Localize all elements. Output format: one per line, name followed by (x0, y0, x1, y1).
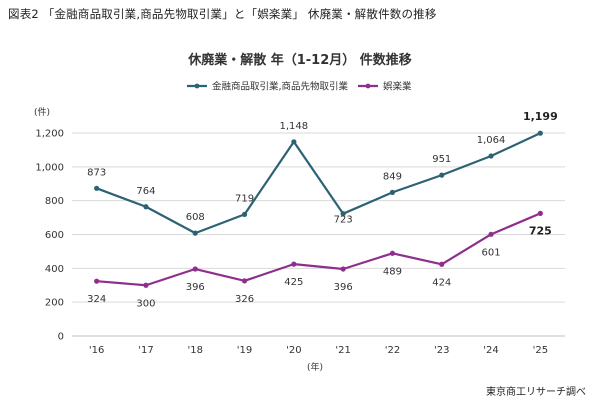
x-tick-label: '19 (237, 345, 252, 356)
data-label: 951 (432, 154, 451, 165)
y-axis-ticks: 0 200 400 600 800 1,000 1,200 (35, 129, 64, 343)
legend-marker (194, 83, 200, 89)
source-credit: 東京商工リサーチ調べ (486, 387, 586, 398)
data-point (94, 185, 100, 191)
y-axis-unit: (件) (34, 106, 50, 118)
grid (72, 132, 565, 337)
data-point (192, 266, 198, 272)
data-label: 324 (87, 294, 106, 305)
data-label: 723 (334, 215, 353, 226)
data-label: 300 (136, 298, 155, 309)
x-tick-label: '20 (286, 345, 301, 356)
data-point (488, 153, 494, 159)
y-tick-label: 200 (45, 298, 64, 309)
data-label: 396 (186, 282, 205, 293)
x-tick-label: '25 (533, 345, 548, 356)
data-label: 873 (87, 167, 106, 178)
legend-marker (365, 83, 371, 89)
data-label: 608 (186, 212, 205, 223)
series-points (94, 130, 543, 288)
data-point (143, 204, 149, 210)
data-point (537, 130, 543, 136)
data-label: 1,148 (280, 121, 309, 132)
data-label: 1,064 (477, 135, 506, 146)
legend-label: 娯楽業 (383, 81, 412, 93)
data-label: 849 (383, 171, 402, 182)
y-tick-label: 1,000 (35, 162, 64, 173)
x-axis-unit: (年) (307, 361, 323, 373)
data-point (537, 210, 543, 216)
data-label: 601 (482, 247, 501, 258)
x-tick-label: '23 (434, 345, 449, 356)
data-point (291, 139, 297, 145)
y-tick-label: 400 (45, 264, 64, 275)
legend: 金融商品取引業,商品先物取引業 娯楽業 (187, 81, 412, 93)
y-tick-label: 600 (45, 230, 64, 241)
x-tick-label: '17 (138, 345, 153, 356)
data-point (439, 261, 445, 267)
chart-title: 休廃業・解散 年（1-12月） 件数推移 (187, 52, 412, 68)
data-label: 764 (136, 186, 155, 197)
data-point (389, 189, 396, 195)
data-point (241, 278, 248, 284)
data-point (192, 230, 198, 236)
data-labels: 873 764 608 719 1,148 723 849 951 1,064 1,199 324 3… (87, 110, 558, 309)
data-label: 425 (284, 277, 303, 288)
x-tick-label: '22 (385, 345, 400, 356)
data-label: 396 (334, 282, 353, 293)
legend-label: 金融商品取引業,商品先物取引業 (212, 81, 349, 93)
data-point (488, 231, 494, 237)
x-tick-label: '16 (89, 345, 104, 356)
data-point (241, 211, 248, 217)
series-line-1 (96, 132, 541, 235)
data-label: 489 (383, 266, 402, 277)
data-label: 326 (235, 294, 254, 305)
series-line-2 (96, 212, 541, 287)
data-label: 1,199 (523, 110, 558, 123)
y-tick-label: 800 (45, 196, 64, 207)
y-tick-label: 0 (58, 332, 64, 343)
x-tick-label: '18 (188, 345, 203, 356)
y-tick-label: 1,200 (35, 129, 64, 140)
data-point (389, 250, 396, 256)
data-label: 725 (529, 224, 552, 237)
series-lines (96, 132, 541, 287)
data-label: 424 (432, 277, 451, 288)
figure-title: 図表2 「金融商品取引業,商品先物取引業」と「娯楽業」 休廃業・解散件数の推移 (8, 7, 437, 21)
data-point (291, 261, 297, 267)
data-point (143, 282, 149, 288)
x-axis-ticks: '16 '17 '18 '19 '20 '21 '22 '23 '24 '25 (89, 345, 548, 356)
data-point (94, 278, 100, 284)
data-point (340, 211, 346, 217)
x-tick-label: '21 (335, 345, 350, 356)
data-label: 719 (235, 193, 254, 204)
data-point (439, 172, 445, 178)
x-tick-label: '24 (483, 345, 498, 356)
data-point (340, 266, 346, 272)
